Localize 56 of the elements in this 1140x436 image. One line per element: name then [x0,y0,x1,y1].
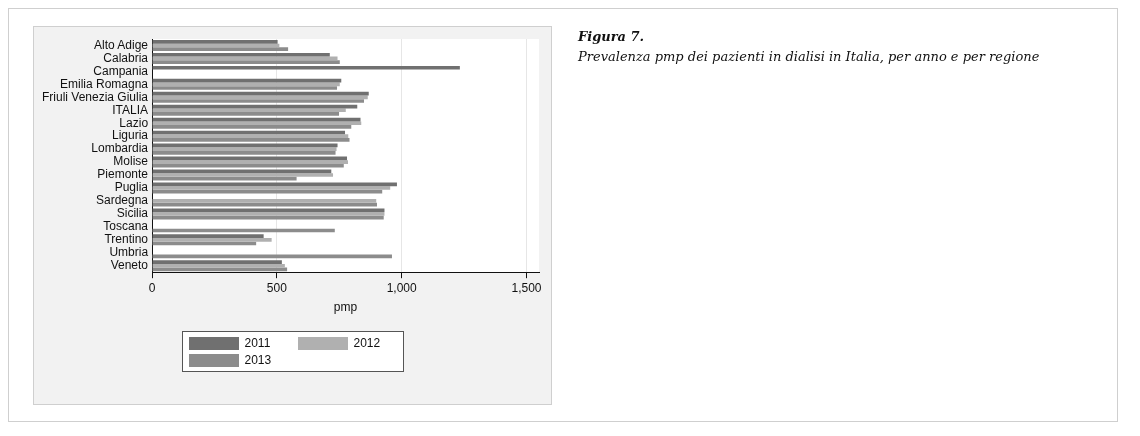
y-tick-label: Liguria [112,128,149,143]
bar [152,173,334,177]
bar [152,95,368,100]
bar [152,65,460,70]
legend-label: 2011 [244,336,271,350]
x-tick-label: 1,500 [511,280,542,295]
y-tick-label: Sardegna [96,193,149,208]
bar [152,237,272,242]
bar [152,199,377,203]
bar [152,208,385,213]
y-tick-label: Sicilia [116,206,149,221]
y-tick-label: Veneto [110,258,149,273]
bar [152,121,362,126]
bar [152,260,282,264]
bar [152,147,337,151]
y-tick-label: Toscana [103,219,149,234]
y-tick-label: Lazio [119,115,149,130]
bar [152,108,346,113]
bar [152,163,344,168]
bar [152,86,338,90]
bar [152,234,264,238]
x-axis-title: pmp [333,300,358,315]
y-tick-label: Alto Adige [94,37,149,52]
y-tick-label: Campania [93,63,149,78]
bar [152,39,278,44]
bar [152,176,297,181]
y-tick-label: Trentino [104,232,149,247]
legend-label: 2013 [244,353,272,367]
bar [152,52,330,57]
bar [152,182,397,187]
x-tick-label: 1,000 [386,280,418,295]
text: Prevalenza pmp dei pazienti in dialisi in Italia, per anno e per regione [578,48,1041,66]
bar [152,134,349,138]
x-tick-label: 0 [148,280,156,295]
bar [152,160,349,164]
bar [152,212,385,216]
bar [152,47,289,51]
bar [152,186,391,190]
bar [152,99,364,103]
y-tick-label: Molise [113,154,149,169]
x-tick-label: 500 [266,280,288,295]
bar [152,150,336,155]
y-tick-label: Friuli Venezia Giulia [41,89,149,104]
bar [152,60,340,64]
y-tick-label: ITALIA [112,102,149,117]
text: Figura 7. [578,28,646,46]
y-tick-label: Lombardia [91,141,149,156]
legend-label: 2012 [353,336,381,350]
y-tick-label: Piemonte [97,167,149,182]
bar [152,125,352,129]
y-tick-label: Puglia [114,180,149,195]
bar [152,112,340,116]
bar [152,138,350,142]
bar [152,263,285,268]
bar [152,78,342,83]
y-tick-label: Umbria [109,245,149,260]
